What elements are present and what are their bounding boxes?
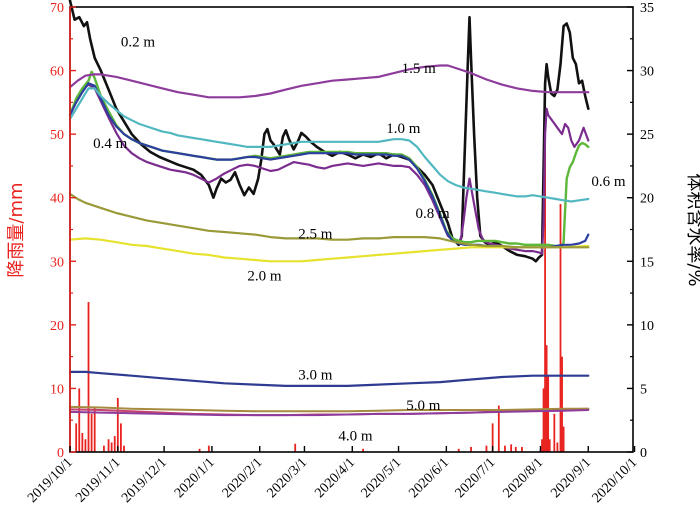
depth-label: 2.0 m [247, 268, 281, 284]
depth-label: 2.5 m [298, 226, 333, 242]
rain-bar [113, 436, 116, 452]
rain-bar [553, 413, 556, 452]
depth-label: 5.0 m [406, 398, 441, 414]
rain-bar [562, 426, 565, 452]
rain-bar [93, 407, 96, 452]
depth-label: 4.0 m [338, 428, 373, 444]
series-line-0-4-m [68, 83, 590, 255]
depth-label: 0.8 m [416, 206, 451, 222]
y-right-tick-label: 30 [640, 65, 654, 80]
depth-labels: 0.2 m 1.5 m 1.0 m 0.4 m 0.6 m 0.8 m 2.5 m 2.0 m… [93, 34, 626, 444]
y-left-tick-label: 60 [50, 65, 64, 80]
rain-bar [545, 345, 548, 452]
x-tick-label: 2020/10/1 [590, 455, 641, 506]
rain-bar [510, 444, 513, 452]
x-tick-label: 2019/11/1 [73, 455, 123, 505]
y-axis-left-title: 降雨量/mm [6, 182, 27, 277]
rain-bar [120, 423, 122, 452]
y-right-tick-label: 35 [640, 1, 654, 16]
rain-bar [207, 445, 210, 452]
depth-label: 1.5 m [402, 61, 437, 77]
rain-bar [87, 301, 90, 452]
y-right-tick-label: 15 [640, 255, 654, 270]
y-left-tick-label: 70 [50, 1, 64, 16]
x-tick-label: 2020/1/1 [172, 455, 218, 501]
y-axis-right-title: 体积含水率/% [684, 173, 700, 286]
rain-bar [107, 439, 110, 452]
rain-bar [556, 442, 559, 452]
y-left-tick-label: 20 [50, 319, 64, 334]
rain-bar [491, 423, 494, 452]
x-tick-label: 2020/9/1 [548, 455, 594, 501]
x-tick-label: 2020/8/1 [500, 455, 546, 501]
x-tick-label: 2020/3/1 [264, 455, 310, 501]
depth-label: 1.0 m [386, 121, 421, 137]
depth-label: 0.4 m [93, 136, 128, 152]
rain-bar [78, 388, 81, 452]
rain-bar [485, 445, 488, 452]
x-tick-label: 2020/2/1 [220, 455, 266, 501]
y-right-tick-label: 20 [640, 192, 654, 207]
rain-bar [521, 446, 523, 452]
rain-bar [542, 388, 545, 452]
rain-bar [514, 446, 517, 452]
x-tick-label: 2019/12/1 [119, 455, 170, 506]
series-line-3-0-m [68, 370, 590, 387]
depth-label: 0.6 m [591, 174, 626, 190]
series-line-2-0-m [68, 237, 590, 263]
y-left-tick-label: 0 [57, 446, 64, 461]
rain-bar [457, 448, 460, 452]
rainfall-bars [75, 96, 565, 452]
series-line-1-5-m [68, 64, 590, 99]
x-tick-label: 2019/10/1 [25, 455, 76, 506]
rain-bar [110, 442, 113, 452]
series-line-1-0-m [68, 87, 590, 203]
y-right-tick-label: 25 [640, 128, 654, 143]
rain-bar [90, 413, 93, 452]
series-line-5-0-m-2 [69, 409, 590, 417]
y-left-tick-label: 30 [50, 255, 64, 270]
y-left-tick-label: 50 [50, 128, 64, 143]
depth-label: 0.2 m [121, 34, 156, 50]
rain-bar [559, 204, 562, 452]
rain-bar [470, 446, 472, 452]
rain-bar [544, 96, 546, 452]
rain-bar [541, 439, 543, 452]
series-line-5-0-m [69, 405, 590, 413]
y-right-tick-label: 0 [640, 446, 647, 461]
y-right-tick-label: 5 [640, 382, 647, 397]
rain-bar [504, 445, 506, 452]
rain-bar [561, 356, 563, 452]
rain-bar [198, 448, 201, 452]
series-line-0-2-m [68, 0, 590, 263]
series-line-2-5-m [68, 192, 590, 249]
rain-bar [103, 445, 105, 452]
series-line-0-8-m [68, 82, 590, 249]
moisture-series [68, 0, 590, 417]
rain-bar [123, 445, 125, 452]
rain-bar [294, 443, 297, 452]
rain-bar [116, 397, 119, 452]
rain-bar [547, 375, 550, 452]
y-left-tick-label: 10 [50, 382, 64, 397]
x-tick-label: 2020/6/1 [406, 455, 452, 501]
rain-bar [362, 448, 364, 452]
y-right-tick-label: 10 [640, 319, 654, 334]
rain-bar [75, 423, 78, 452]
rain-bar [81, 432, 84, 452]
depth-label: 3.0 m [298, 367, 333, 383]
x-tick-label: 2020/7/1 [453, 455, 499, 501]
rain-bar [84, 439, 87, 452]
y-left-tick-label: 40 [50, 192, 64, 207]
x-tick-label: 2020/5/1 [359, 455, 405, 501]
rain-bar [497, 405, 500, 452]
rain-bar [548, 439, 551, 452]
x-tick-label: 2020/4/1 [312, 455, 358, 501]
